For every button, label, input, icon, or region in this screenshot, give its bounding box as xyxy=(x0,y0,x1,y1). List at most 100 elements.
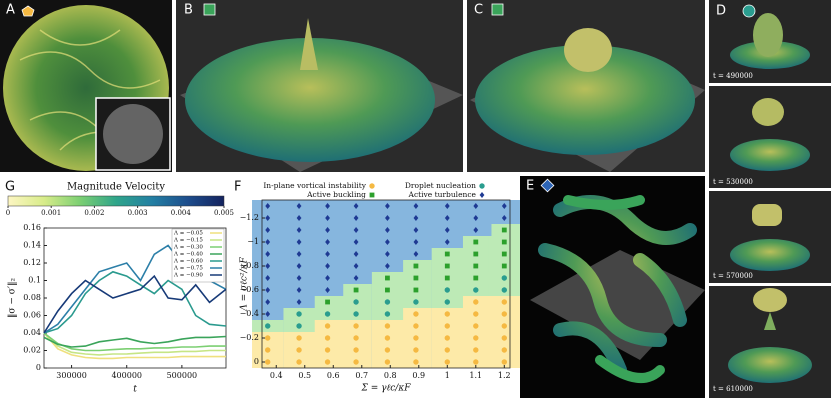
point xyxy=(413,347,419,353)
point xyxy=(473,335,479,341)
plot-frame xyxy=(261,199,511,369)
x-tick-label: 500000 xyxy=(167,371,198,380)
x-tick-label: 300000 xyxy=(56,371,87,380)
colorbar xyxy=(7,195,225,207)
point xyxy=(353,275,359,281)
point xyxy=(385,227,390,233)
point xyxy=(353,287,359,293)
series-line xyxy=(43,335,227,348)
point xyxy=(473,359,479,365)
point xyxy=(501,275,507,281)
tick-label: 0.001 xyxy=(41,209,61,217)
point xyxy=(473,203,479,209)
y-axis-label: ‖σ − σ′‖₂ xyxy=(8,278,18,319)
point xyxy=(444,311,450,317)
point xyxy=(413,251,419,257)
legend-label: Λ = −0.30 xyxy=(173,245,203,251)
point xyxy=(501,251,507,257)
series-line xyxy=(43,270,227,334)
point xyxy=(501,215,507,221)
x-tick-label: 1.2 xyxy=(498,371,511,380)
legend-label: Λ = −0.15 xyxy=(173,238,203,244)
point xyxy=(353,239,359,245)
y-tick-label: 0 xyxy=(36,363,41,372)
y-axis-label: Λ = σℓc²/κF xyxy=(240,257,250,312)
point xyxy=(265,287,271,293)
point xyxy=(325,239,330,245)
series-line xyxy=(43,332,226,352)
panel-c: C xyxy=(467,0,705,172)
x-tick-label: 400000 xyxy=(111,371,142,380)
point xyxy=(296,335,302,341)
point xyxy=(385,263,390,269)
point xyxy=(296,287,302,293)
point xyxy=(324,359,331,365)
point xyxy=(353,227,359,233)
legend-label: Λ = −0.05 xyxy=(173,231,203,237)
point xyxy=(325,287,330,293)
point xyxy=(325,251,330,257)
point xyxy=(296,263,302,269)
point xyxy=(265,263,271,269)
point xyxy=(473,227,479,233)
point xyxy=(296,275,302,281)
point xyxy=(385,215,390,221)
point xyxy=(265,239,271,245)
legend-label: Droplet nucleation xyxy=(405,181,476,190)
point xyxy=(324,347,331,353)
x-axis-label: t xyxy=(133,385,137,395)
point xyxy=(385,287,390,293)
point xyxy=(296,203,302,209)
legend-label: Λ = −0.90 xyxy=(173,273,203,279)
point xyxy=(444,263,450,269)
point xyxy=(385,203,390,209)
point xyxy=(353,263,359,269)
point xyxy=(444,251,450,257)
point xyxy=(501,335,507,341)
point xyxy=(501,203,507,209)
point xyxy=(501,347,507,353)
point xyxy=(296,251,302,257)
point xyxy=(265,347,271,353)
y-tick-label: 0.04 xyxy=(23,328,41,337)
x-tick-label: 0.4 xyxy=(270,371,283,380)
point xyxy=(473,287,479,293)
point xyxy=(413,323,419,329)
tick-label: 0.003 xyxy=(128,209,148,217)
point xyxy=(413,287,419,293)
point xyxy=(265,311,271,317)
snapshot-time: t = 570000 xyxy=(713,272,753,280)
point xyxy=(353,359,359,365)
point xyxy=(444,287,450,293)
point xyxy=(384,335,391,341)
point xyxy=(324,311,331,317)
point xyxy=(501,299,507,305)
point xyxy=(353,215,359,221)
x-tick-label: 0.6 xyxy=(327,371,340,380)
point xyxy=(353,299,359,305)
point xyxy=(413,239,419,245)
point xyxy=(413,215,419,221)
point xyxy=(325,299,330,305)
point xyxy=(325,227,330,233)
y-tick-label: −0.2 xyxy=(240,333,259,342)
point xyxy=(473,299,479,305)
y-tick-label: −0.4 xyxy=(240,309,259,318)
point xyxy=(265,359,271,365)
point xyxy=(384,359,391,365)
y-tick-label: −0.8 xyxy=(240,261,259,270)
point xyxy=(413,227,419,233)
point xyxy=(384,347,391,353)
legend-label: Active turbulence xyxy=(408,190,477,199)
panel-label: D xyxy=(716,4,726,19)
x-tick-label: 1.1 xyxy=(469,371,482,380)
panel-label: C xyxy=(474,3,483,18)
point xyxy=(501,263,507,269)
x-axis-label: Σ = γℓc/κF xyxy=(361,384,412,394)
point xyxy=(265,251,271,257)
point xyxy=(444,227,450,233)
panel-a: A xyxy=(0,0,172,172)
legend-marker xyxy=(369,192,375,198)
y-tick-label: 0.02 xyxy=(23,346,41,355)
point xyxy=(501,323,507,329)
